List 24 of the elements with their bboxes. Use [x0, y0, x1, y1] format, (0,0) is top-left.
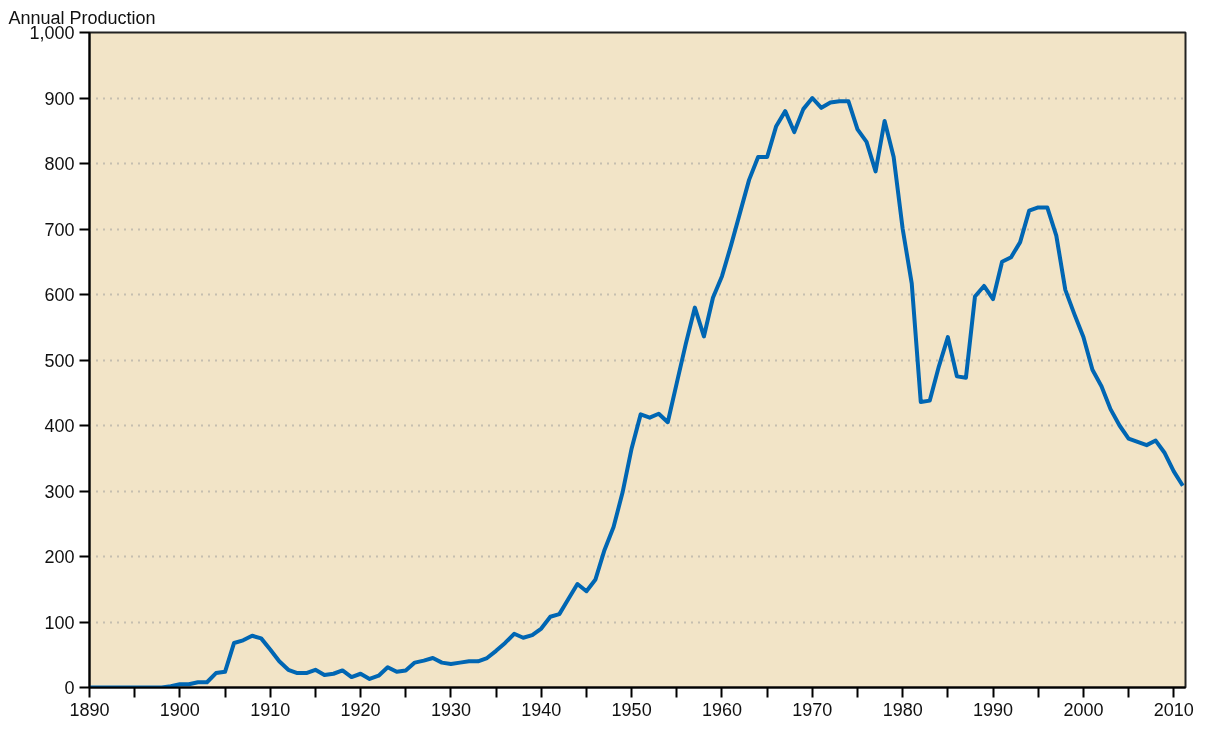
x-tick-label: 1920 [340, 699, 381, 720]
x-tick-label: 1960 [701, 699, 743, 720]
x-tick-label: 1890 [69, 699, 110, 720]
x-tick-label: 1930 [430, 699, 471, 720]
y-tick-label: 100 [44, 612, 75, 633]
x-tick-label: 1940 [521, 699, 562, 720]
y-tick-label: 500 [44, 350, 75, 371]
x-tick-label: 2010 [1153, 699, 1194, 720]
x-tick-label: 1910 [250, 699, 291, 720]
y-tick-label: 600 [44, 285, 75, 305]
x-tick-label: 1970 [792, 699, 833, 720]
x-tick-label: 1980 [882, 699, 923, 720]
y-tick-label: 900 [44, 88, 75, 109]
y-tick-label: 300 [44, 481, 75, 502]
x-tick-label: 1950 [611, 699, 652, 720]
x-tick-label: 2000 [1063, 699, 1104, 720]
y-tick-label: 200 [44, 547, 75, 567]
y-tick-label: 1,000 [29, 23, 75, 43]
y-tick-label: 700 [44, 219, 75, 240]
x-tick-label: 1990 [973, 699, 1014, 720]
y-tick-label: 800 [44, 154, 75, 174]
y-tick-label: 400 [44, 416, 75, 436]
y-tick-label: 0 [64, 678, 75, 698]
x-tick-label: 1900 [159, 699, 200, 720]
